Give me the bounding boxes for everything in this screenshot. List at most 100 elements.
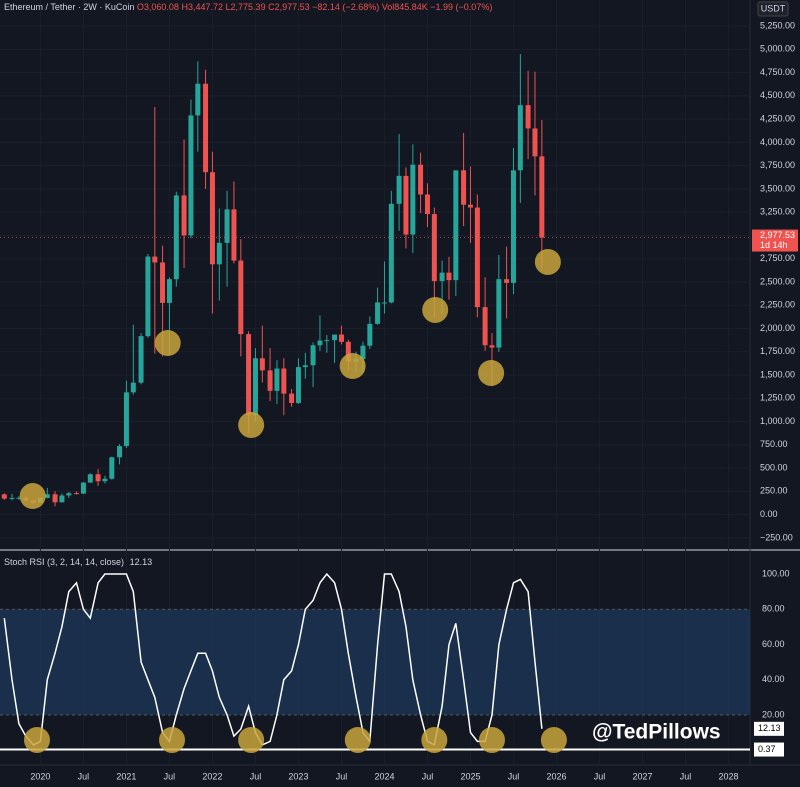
candle-body [295,367,301,403]
candle-body [195,83,201,116]
y-tick-label: 1,250.00 [760,393,795,403]
highlight [421,726,448,753]
y-tick-label: 2,000.00 [760,323,795,333]
candle-body [16,497,22,499]
indicator-tick-label: 60.00 [762,639,785,649]
candle-body [66,493,72,496]
indicator-value: 12.13 [130,557,153,567]
candle-body [238,260,244,335]
candle-body [166,279,172,303]
x-tick-label: 2026 [546,771,566,781]
candle-body [431,214,437,282]
candle-body [246,334,252,416]
ohlc: H3,447.72 [181,2,223,12]
highlight [422,296,449,323]
candle-body [59,495,65,503]
candle-body [9,497,15,499]
y-tick-label: 3,250.00 [760,207,795,217]
watermark: @TedPillows [592,721,721,744]
candle-body [160,262,166,303]
x-tick-label: 2021 [116,771,136,781]
indicator-title: Stoch RSI (3, 2, 14, 14, close) [4,557,124,567]
y-tick-label: 3,750.00 [760,160,795,170]
value-tag [754,721,784,736]
candle-body [489,345,495,348]
last-price-label: 2,977.53 [760,230,795,240]
candle-body [252,358,258,416]
candle-body [324,340,330,342]
y-tick-label: −250.00 [760,532,793,542]
x-tick-label: 2025 [460,771,480,781]
symbol: Ethereum / Tether · 2W · KuCoin [4,2,134,12]
candle-body [117,446,123,458]
candle-body [482,307,488,346]
labels-layer: 2020 Jul 2021 Jul 2022 Jul 2023 Jul 2024 Jul 2025 J… [19,20,798,781]
y-tick-label: 3,500.00 [760,183,795,193]
candle-body [181,195,187,236]
x-tick-label: Jul [508,771,520,781]
candle-body [259,358,265,371]
candle-body [410,164,416,235]
y-tick-label: 5,000.00 [760,44,795,54]
candle-body [274,368,280,391]
marks-layer [0,53,750,751]
highlight [478,359,505,386]
last-price-tag [752,229,798,252]
highlight [339,353,366,380]
candle-body [396,175,402,204]
highlight [23,726,50,753]
x-tick-label: Jul [680,771,692,781]
candle-body [109,457,115,479]
change: −82.14 (−2.68%) [312,2,379,12]
highlight [159,726,186,753]
candle-body [152,256,158,263]
indicator-tick-label: 20.00 [762,709,785,719]
candle-body [102,478,108,482]
candle-body [360,345,366,360]
volume: Vol845.84K −1.99 (−0.07%) [382,2,493,12]
ohlc: L2,775.39 [226,2,266,12]
candle-body [338,334,344,342]
x-tick-label: Jul [422,771,434,781]
candle-body [310,345,316,366]
candle-body [446,272,452,281]
candle-body [367,323,373,346]
y-tick-label: 4,750.00 [760,67,795,77]
highlight [238,726,265,753]
candle-body [388,203,394,303]
chart-header: Ethereum / Tether · 2W · KuCoin O3,060.0… [4,2,492,12]
countdown: 1d 14h [760,240,788,250]
candle-body [504,279,510,283]
overbought-oversold-band [0,609,750,715]
stoch-rsi-line [3,572,543,747]
indicator-tick-label: 40.00 [762,674,785,684]
ohlc: O3,060.08 [137,2,179,12]
indicator-tick-label: 100.00 [762,568,790,578]
candle-body [145,256,151,337]
y-tick-label: 2,500.00 [760,276,795,286]
x-tick-label: Jul [594,771,606,781]
candle-body [510,170,516,283]
highlight [534,248,561,275]
candle-body [525,105,531,129]
candle-body [474,207,480,308]
candle-body [517,105,523,171]
candle-body [87,474,93,483]
y-tick-label: 250.00 [760,486,788,496]
candle-body [123,392,129,447]
candle-body [138,336,144,383]
candle-body [130,382,136,393]
candle-body [302,365,308,368]
highlight [540,726,567,753]
value-tag [754,742,784,757]
candle-body [281,368,287,394]
candle-body [375,302,381,324]
currency: USDT [761,3,786,13]
y-tick-label: 4,250.00 [760,113,795,123]
candle-body [403,175,409,235]
y-tick-label: 2,750.00 [760,253,795,263]
highlight [19,483,46,510]
candle-body [52,494,58,503]
indicator-tick-label: 80.00 [762,604,785,614]
